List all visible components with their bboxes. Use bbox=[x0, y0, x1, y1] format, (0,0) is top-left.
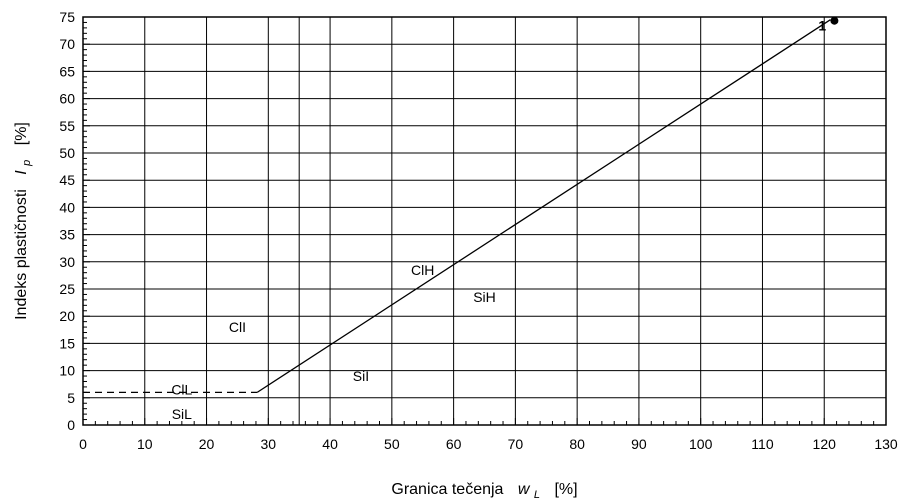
x-tick-label: 50 bbox=[384, 436, 400, 452]
x-axis-symbol: w bbox=[518, 481, 531, 498]
x-tick-label: 10 bbox=[137, 436, 153, 452]
y-tick-label: 45 bbox=[59, 172, 75, 188]
y-tick-label: 20 bbox=[59, 308, 75, 324]
y-tick-label: 5 bbox=[67, 390, 75, 406]
y-axis-title: Indeks plastičnosti I p [%] bbox=[13, 122, 34, 320]
x-tick-label: 120 bbox=[813, 436, 837, 452]
x-tick-label: 30 bbox=[261, 436, 277, 452]
x-tick-label: 80 bbox=[569, 436, 585, 452]
zone-label: ClI bbox=[229, 319, 246, 335]
x-axis-title-text: Granica tečenja bbox=[391, 481, 503, 498]
y-tick-label: 30 bbox=[59, 254, 75, 270]
x-axis-title: Granica tečenja w L [%] bbox=[391, 481, 577, 502]
zone-label: ClH bbox=[411, 262, 434, 278]
y-tick-label: 75 bbox=[59, 9, 75, 25]
zone-label: ClL bbox=[171, 382, 192, 398]
y-axis-unit: [%] bbox=[13, 122, 30, 145]
y-tick-label: 0 bbox=[67, 417, 75, 433]
y-tick-label: 25 bbox=[59, 281, 75, 297]
y-tick-label: 35 bbox=[59, 227, 75, 243]
x-tick-label: 70 bbox=[508, 436, 524, 452]
y-tick-label: 70 bbox=[59, 36, 75, 52]
zone-label: SiL bbox=[172, 406, 192, 422]
y-tick-label: 10 bbox=[59, 363, 75, 379]
y-tick-label: 15 bbox=[59, 335, 75, 351]
plot-frame bbox=[82, 16, 887, 426]
axis-ticks: 0 10 20 30 40 50 60 70 80 90 100 110 120 130051015202… bbox=[59, 9, 897, 452]
y-axis-title-text: Indeks plastičnosti bbox=[13, 189, 30, 320]
zone-label: SiI bbox=[353, 368, 369, 384]
y-tick-label: 55 bbox=[59, 118, 75, 134]
y-axis-symbol: I bbox=[13, 170, 30, 175]
series-lines: 1 bbox=[83, 16, 839, 394]
x-tick-label: 100 bbox=[689, 436, 713, 452]
x-tick-label: 60 bbox=[446, 436, 462, 452]
x-tick-label: 20 bbox=[199, 436, 215, 452]
y-tick-label: 50 bbox=[59, 145, 75, 161]
zone-labels: ClH SiH ClI SiI ClL SiL bbox=[171, 262, 495, 422]
x-axis-subscript: L bbox=[534, 489, 540, 501]
x-tick-label: 0 bbox=[79, 436, 87, 452]
point-marker bbox=[830, 16, 839, 25]
y-tick-label: 60 bbox=[59, 91, 75, 107]
point-marker-label: 1 bbox=[818, 18, 826, 34]
a-line bbox=[256, 19, 831, 393]
y-tick-label: 65 bbox=[59, 63, 75, 79]
grid bbox=[82, 16, 887, 426]
x-tick-label: 110 bbox=[751, 436, 774, 452]
y-tick-label: 40 bbox=[59, 199, 75, 215]
x-axis-unit: [%] bbox=[554, 481, 577, 498]
x-tick-label: 40 bbox=[322, 436, 338, 452]
y-axis-subscript: p bbox=[21, 160, 33, 167]
zone-label: SiH bbox=[473, 289, 496, 305]
x-tick-label: 130 bbox=[874, 436, 898, 452]
x-tick-label: 90 bbox=[631, 436, 647, 452]
